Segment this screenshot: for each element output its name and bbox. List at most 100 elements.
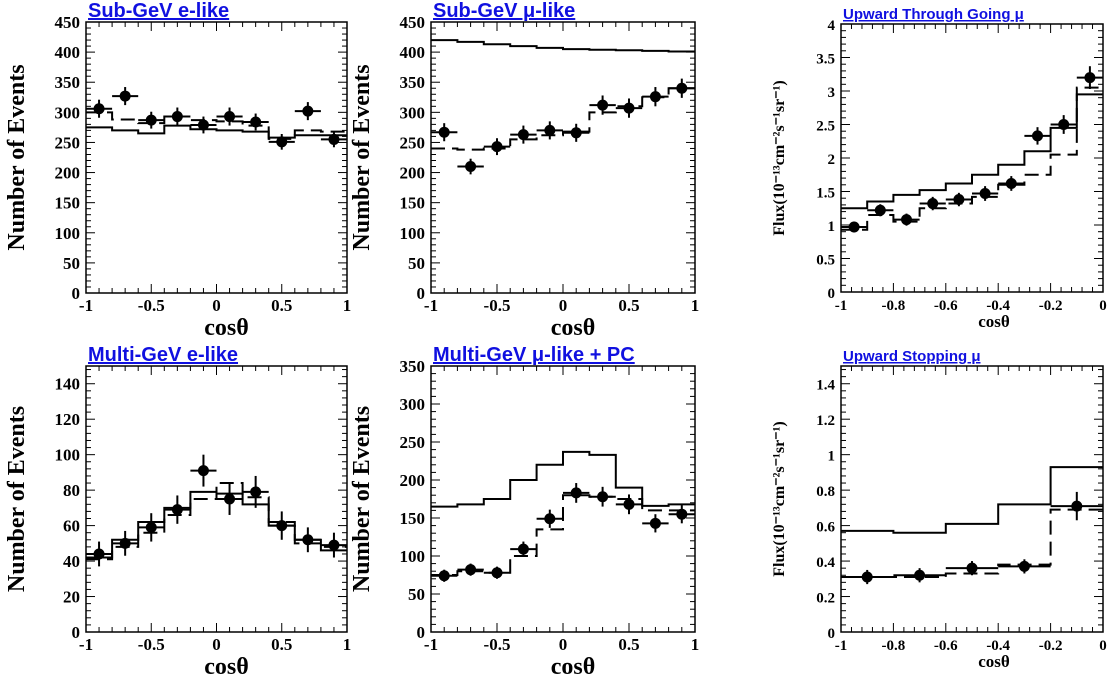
y-tick-label: 4 <box>828 18 836 34</box>
data-point <box>517 543 529 555</box>
x-tick-label: -0.8 <box>882 638 906 654</box>
data-point <box>676 508 688 520</box>
data-point <box>953 194 965 206</box>
y-tick-label: 150 <box>400 509 426 528</box>
y-tick-label: 0.6 <box>816 520 835 536</box>
panel-title: Upward Through Going μ <box>843 6 1024 23</box>
y-tick-label: 350 <box>400 73 426 92</box>
panel-6: -1 -0.8 -0.6 -0.4 -0.2 0 0 0.2 0.4 0.6 0.8 1 1.2 1.4 U… <box>771 348 1107 671</box>
y-tick-label: 1.2 <box>816 413 835 429</box>
y-tick-label: 300 <box>400 103 426 122</box>
y-tick-label: 0 <box>417 284 426 303</box>
y-tick-label: 100 <box>55 224 81 243</box>
y-tick-label: 250 <box>400 133 426 152</box>
y-tick-label: 250 <box>400 433 426 452</box>
data-point <box>861 571 873 583</box>
dashed-histogram <box>86 111 347 140</box>
data-point <box>93 103 105 115</box>
y-tick-label: 200 <box>400 164 426 183</box>
data-point <box>1018 560 1030 572</box>
y-tick-label: 0.4 <box>816 555 835 571</box>
plot-frame <box>840 365 1104 633</box>
data-point <box>570 487 582 499</box>
y-tick-label: 200 <box>400 471 426 490</box>
data-point <box>979 188 991 200</box>
y-tick-label: 60 <box>63 517 80 536</box>
data-point <box>623 102 635 114</box>
dashed-histogram <box>841 508 1103 579</box>
y-tick-label: 450 <box>55 13 81 32</box>
x-tick-label: -0.4 <box>986 638 1010 654</box>
y-tick-label: 20 <box>63 588 80 607</box>
x-tick-label: 0 <box>1099 638 1107 654</box>
data-point <box>197 119 209 131</box>
panel-title: Upward Stopping μ <box>843 348 981 365</box>
data-point <box>927 198 939 210</box>
solid-histogram <box>841 93 1103 210</box>
data-point <box>465 564 477 576</box>
x-tick-label: 0 <box>212 296 221 315</box>
data-point <box>224 493 236 505</box>
panel-4: -1 -0.5 0 0.5 1 0 20 40 60 80 100 120 140 Multi-GeV e… <box>4 344 351 677</box>
x-tick-label: -0.5 <box>138 635 165 654</box>
panel-1: -1 -0.5 0 0.5 1 0 50 100 150 200 250 300 350 400 450 Su… <box>4 0 351 341</box>
panel-3: -1 -0.8 -0.6 -0.4 -0.2 0 0 0.5 1 1.5 2 2.5 3 3.5 4 Upwa… <box>771 6 1107 331</box>
y-tick-label: 80 <box>63 481 80 500</box>
y-tick-label: 0.5 <box>816 253 835 269</box>
y-tick-label: 0.8 <box>816 484 835 500</box>
y-tick-label: 40 <box>63 552 80 571</box>
y-tick-label: 400 <box>55 43 81 62</box>
x-tick-label: -1 <box>835 638 848 654</box>
solid-histogram <box>841 466 1103 534</box>
panel-title: Sub-GeV e-like <box>88 0 229 22</box>
x-tick-label: 1 <box>343 296 352 315</box>
data-point <box>491 141 503 153</box>
plot-frame <box>430 21 696 294</box>
data-point <box>171 111 183 123</box>
plot-frame <box>840 23 1104 293</box>
x-tick-label: -0.5 <box>138 296 165 315</box>
x-tick-label: 0 <box>212 635 221 654</box>
y-tick-label: 100 <box>55 446 81 465</box>
x-axis-title: cosθ <box>204 654 249 677</box>
x-tick-label: -0.8 <box>882 298 906 314</box>
y-axis-title: Flux(10⁻¹³cm⁻²s⁻¹sr⁻¹) <box>771 421 788 577</box>
y-tick-label: 450 <box>400 13 426 32</box>
x-tick-label: 1 <box>691 635 700 654</box>
y-tick-label: 300 <box>55 103 81 122</box>
data-point <box>119 90 131 102</box>
data-point <box>250 116 262 128</box>
data-point <box>145 521 157 533</box>
x-tick-label: 0.5 <box>271 296 292 315</box>
y-tick-label: 100 <box>400 547 426 566</box>
y-tick-label: 0 <box>828 626 836 642</box>
x-tick-label: -0.5 <box>484 296 511 315</box>
data-point <box>597 99 609 111</box>
data-point <box>250 486 262 498</box>
panel-title: Multi-GeV μ-like + PC <box>433 344 635 366</box>
solid-histogram <box>86 124 347 139</box>
data-point <box>438 570 450 582</box>
y-tick-label: 2 <box>828 152 836 168</box>
data-point <box>649 91 661 103</box>
y-axis-title: Flux(10⁻¹³cm⁻²s⁻¹sr⁻¹) <box>771 80 788 236</box>
panel-title: Sub-GeV μ-like <box>433 0 575 22</box>
x-axis-title: cosθ <box>978 652 1010 671</box>
data-point <box>438 126 450 138</box>
x-tick-label: -1 <box>424 296 438 315</box>
y-tick-label: 100 <box>400 224 426 243</box>
y-tick-label: 50 <box>63 254 80 273</box>
data-point <box>544 513 556 525</box>
y-tick-label: 50 <box>408 254 425 273</box>
y-axis-title: Number of Events <box>4 406 30 592</box>
x-axis-title: cosθ <box>551 315 596 341</box>
x-axis-title: cosθ <box>551 654 596 677</box>
data-point <box>276 520 288 532</box>
data-point <box>1084 72 1096 84</box>
y-tick-label: 0 <box>417 623 426 642</box>
y-axis-title: Number of Events <box>4 64 30 250</box>
data-point <box>302 534 314 546</box>
data-point <box>597 491 609 503</box>
data-point <box>517 129 529 141</box>
data-point <box>302 105 314 117</box>
